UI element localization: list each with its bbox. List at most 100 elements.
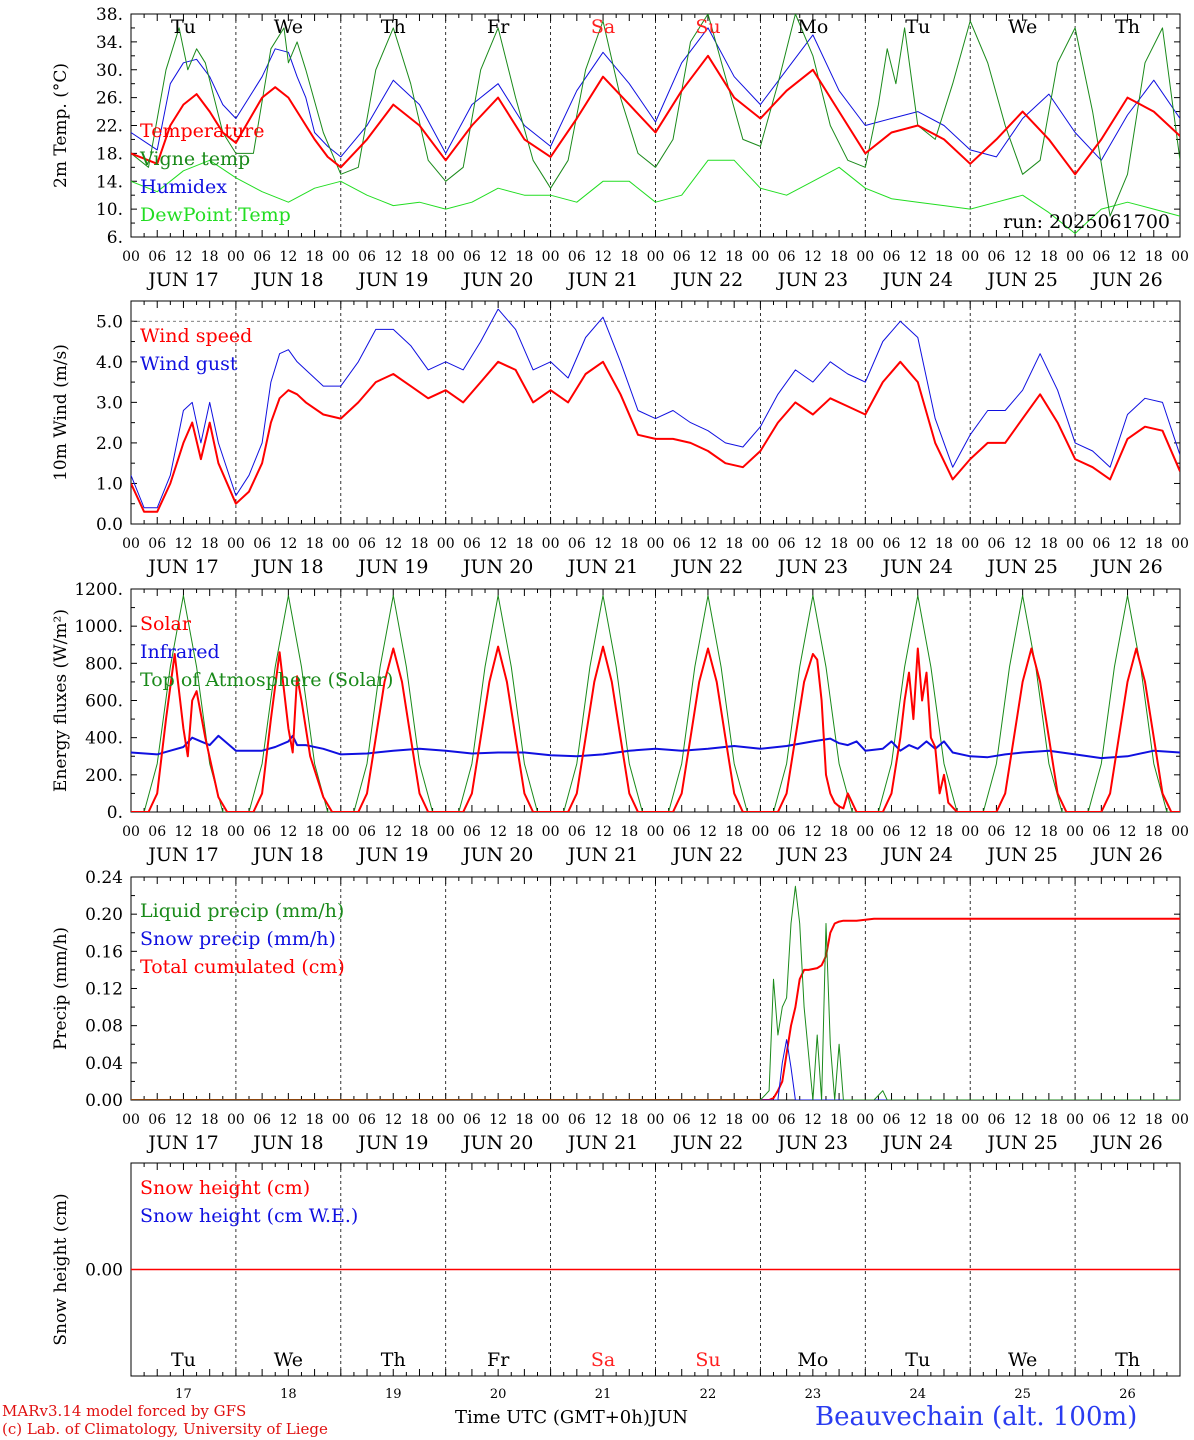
y-axis-title: Energy fluxes (W/m²) bbox=[51, 609, 71, 792]
hour-label: 06 bbox=[568, 824, 586, 840]
date-label: JUN 17 bbox=[146, 1132, 218, 1154]
date-label: JUN 26 bbox=[1090, 556, 1162, 578]
hour-label: 06 bbox=[463, 1112, 481, 1128]
date-label: JUN 21 bbox=[566, 269, 638, 291]
hour-label: 12 bbox=[279, 1112, 297, 1128]
hour-label: 06 bbox=[568, 1112, 586, 1128]
date-label: JUN 22 bbox=[671, 1132, 743, 1154]
legend-entry: DewPoint Temp bbox=[140, 204, 291, 226]
hour-label: 18 bbox=[1040, 249, 1058, 265]
date-label: JUN 23 bbox=[776, 556, 848, 578]
series-solar bbox=[131, 645, 1180, 812]
plot-frame-energy bbox=[130, 588, 1181, 813]
date-label: JUN 23 bbox=[776, 269, 848, 291]
date-label: JUN 21 bbox=[566, 1132, 638, 1154]
series-wind-gust bbox=[131, 308, 1180, 509]
hour-label: 00 bbox=[647, 824, 665, 840]
series-group bbox=[131, 595, 1180, 812]
hour-label: 00 bbox=[542, 536, 560, 552]
hour-label: 06 bbox=[1092, 1112, 1110, 1128]
series-total-cumulated-cm- bbox=[131, 917, 1180, 1100]
date-label: JUN 25 bbox=[985, 844, 1057, 866]
date-label: JUN 19 bbox=[356, 556, 428, 578]
hour-label: 18 bbox=[306, 249, 324, 265]
hour-label: 18 bbox=[411, 249, 429, 265]
legend-entry: Infrared bbox=[140, 641, 220, 663]
hour-label: 00 bbox=[122, 824, 140, 840]
month-label: JUN bbox=[649, 1407, 689, 1428]
hour-label: 18 bbox=[830, 249, 848, 265]
hour-label: 12 bbox=[1119, 536, 1137, 552]
hour-label: 18 bbox=[306, 1112, 324, 1128]
date-label: JUN 24 bbox=[881, 1132, 953, 1154]
hour-label: 12 bbox=[909, 824, 927, 840]
date-label: JUN 22 bbox=[671, 269, 743, 291]
hour-label: 18 bbox=[830, 1112, 848, 1128]
hour-label: 18 bbox=[515, 536, 533, 552]
hour-label: 06 bbox=[1092, 536, 1110, 552]
y-tick-label: 18. bbox=[96, 144, 123, 164]
series-wind-speed bbox=[131, 360, 1180, 513]
hour-label: 18 bbox=[306, 536, 324, 552]
day-number: 22 bbox=[700, 1387, 717, 1402]
panel-energy: 0. 200. 400. 600. 800. 1000. 1200.Energy fluxe… bbox=[51, 580, 1189, 866]
hour-label: 12 bbox=[384, 824, 402, 840]
date-label: JUN 24 bbox=[881, 844, 953, 866]
series-humidex bbox=[131, 27, 1180, 161]
y-tick-label: 0. bbox=[107, 803, 123, 823]
series-group bbox=[131, 14, 1180, 234]
hour-label: 06 bbox=[883, 536, 901, 552]
hour-label: 18 bbox=[620, 536, 638, 552]
y-tick-label: 34. bbox=[96, 33, 123, 53]
hour-label: 06 bbox=[568, 536, 586, 552]
hour-label: 12 bbox=[1119, 1112, 1137, 1128]
hour-label: 12 bbox=[1014, 536, 1032, 552]
hour-label: 12 bbox=[384, 536, 402, 552]
legend-entry: Wind speed bbox=[140, 325, 252, 347]
date-label: JUN 25 bbox=[985, 1132, 1057, 1154]
weekday-label: We bbox=[1008, 1349, 1037, 1371]
hour-label: 12 bbox=[699, 824, 717, 840]
hour-label: 12 bbox=[1014, 824, 1032, 840]
date-label: JUN 19 bbox=[356, 1132, 428, 1154]
hour-label: 18 bbox=[725, 1112, 743, 1128]
hour-label: 12 bbox=[594, 536, 612, 552]
day-number: 25 bbox=[1014, 1387, 1031, 1402]
legend-entry: Humidex bbox=[140, 176, 227, 198]
hour-label: 06 bbox=[778, 1112, 796, 1128]
series-temperature bbox=[131, 54, 1180, 176]
legend-entry: Temperature bbox=[140, 120, 264, 142]
hour-label: 18 bbox=[515, 824, 533, 840]
hour-label: 00 bbox=[332, 1112, 350, 1128]
hour-label: 06 bbox=[988, 824, 1006, 840]
legend-entry: Top of Atmosphere (Solar) bbox=[140, 669, 393, 691]
y-tick-label: 0.00 bbox=[85, 1261, 123, 1281]
hour-label: 12 bbox=[804, 249, 822, 265]
y-tick-label: 0.04 bbox=[85, 1054, 123, 1074]
hour-label: 12 bbox=[489, 249, 507, 265]
day-number: 17 bbox=[175, 1387, 192, 1402]
hour-label: 06 bbox=[148, 536, 166, 552]
y-tick-label: 4.0 bbox=[96, 353, 123, 373]
hour-label: 06 bbox=[988, 249, 1006, 265]
y-tick-label: 800. bbox=[85, 654, 123, 674]
panel-temperature: 6. 10. 14. 18. 22. 26. 30. 34. 38. 2m Temp. (°C) T… bbox=[51, 5, 1189, 291]
hour-label: 00 bbox=[647, 1112, 665, 1128]
date-label: JUN 25 bbox=[985, 269, 1057, 291]
day-number: 20 bbox=[490, 1387, 507, 1402]
hour-label: 06 bbox=[463, 536, 481, 552]
weekday-label: Su bbox=[695, 16, 720, 38]
hour-label: 18 bbox=[830, 824, 848, 840]
weekday-label: Fr bbox=[487, 1349, 510, 1371]
weekday-label: We bbox=[1008, 16, 1037, 38]
hour-label: 06 bbox=[253, 536, 271, 552]
hour-label: 12 bbox=[1014, 1112, 1032, 1128]
y-axis-title: 10m Wind (m/s) bbox=[51, 344, 71, 481]
y-tick-label: 10. bbox=[96, 200, 123, 220]
date-label: JUN 20 bbox=[461, 844, 533, 866]
series-vigne-temp bbox=[131, 14, 1180, 217]
hour-label: 12 bbox=[1014, 249, 1032, 265]
hour-label: 12 bbox=[279, 249, 297, 265]
weekday-label: Mo bbox=[797, 16, 828, 38]
hour-label: 06 bbox=[988, 1112, 1006, 1128]
